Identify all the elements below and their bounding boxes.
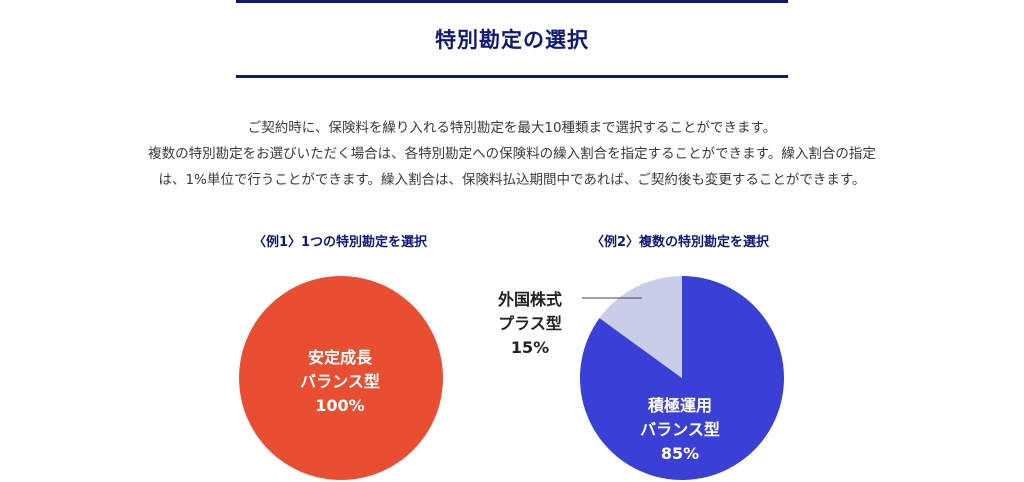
pie-2-foreign-label-line-2: プラス型: [498, 314, 562, 333]
example-2-title: 〈例2〉複数の特別勘定を選択: [590, 235, 770, 250]
description-line-2: 複数の特別勘定をお選びいただく場合は、各特別勘定への保険料の繰入割合を指定するこ…: [148, 146, 876, 162]
title-bottom-rule: [236, 75, 788, 78]
pie-2-aggr-label-percent: 85%: [660, 444, 700, 463]
pie-1-label-line-1: 安定成長: [307, 348, 372, 367]
pie-1-slice-label: 安定成長 バランス型 100%: [240, 346, 440, 418]
pie-2-slice-aggressive-label: 積極運用 バランス型 85%: [580, 394, 780, 466]
pie-2-foreign-label-line-1: 外国株式: [497, 290, 562, 309]
pie-2-slice-foreign-label: 外国株式 プラス型 15%: [480, 288, 580, 360]
pie-2-aggr-label-line-1: 積極運用: [647, 396, 712, 415]
pie-2-aggr-label-line-2: バランス型: [640, 420, 720, 439]
description-line-1: ご契約時に、保険料を繰り入れる特別勘定を最大10種類まで選択することができます。: [247, 120, 777, 136]
pie-1-slice-stable-growth: [239, 276, 443, 480]
description: ご契約時に、保険料を繰り入れる特別勘定を最大10種類まで選択することができます。…: [60, 115, 964, 193]
pie-2-slice-foreign-equity: [599, 276, 682, 378]
pie-2-foreign-label-percent: 15%: [510, 338, 550, 357]
section-title: 特別勘定の選択: [435, 28, 589, 52]
pie-1-label-percent: 100%: [315, 396, 365, 415]
example-1-title: 〈例1〉1つの特別勘定を選択: [252, 235, 428, 250]
title-top-rule: [236, 0, 788, 3]
pie-1-label-line-2: バランス型: [300, 372, 380, 391]
description-line-3: は、1%単位で行うことができます。繰入割合は、保険料払込期間中であれば、ご契約後…: [158, 172, 866, 188]
